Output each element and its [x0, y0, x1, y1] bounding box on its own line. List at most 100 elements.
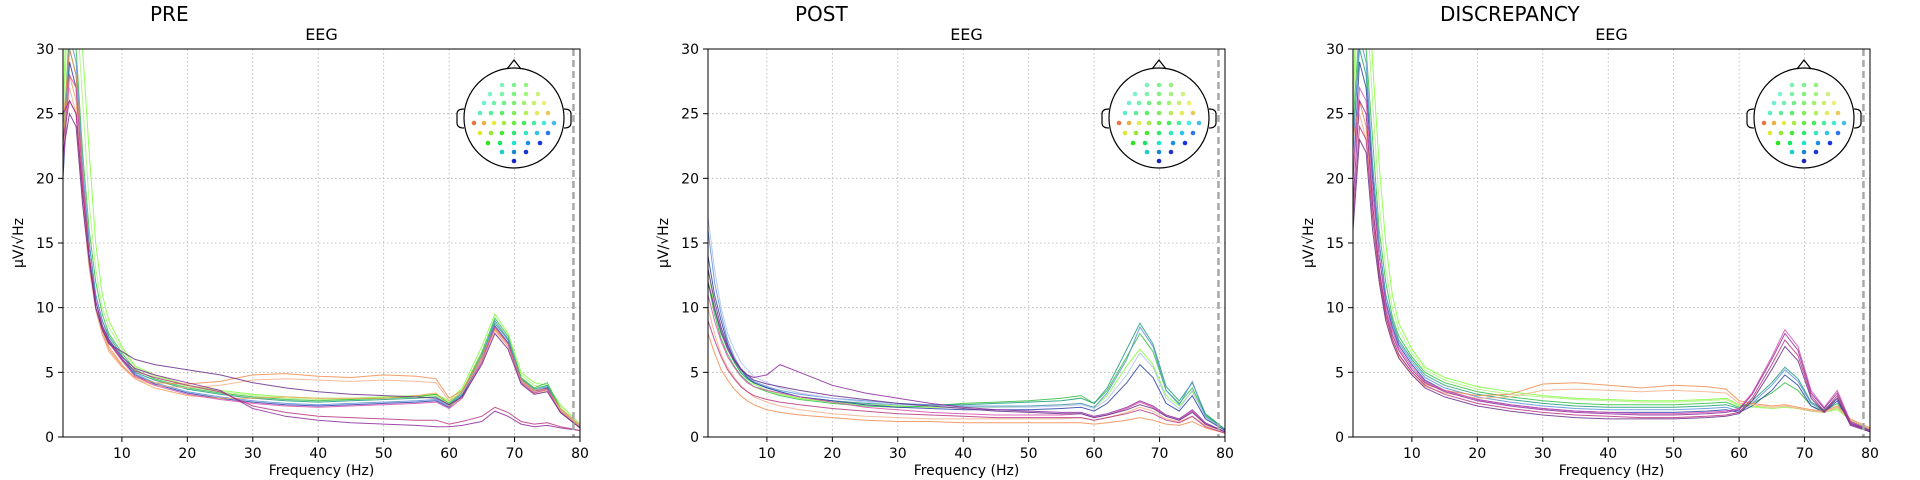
electrode-dot [523, 82, 529, 88]
electrode-dot [499, 82, 505, 88]
electrode-dot [1789, 82, 1795, 88]
electrode-dot [511, 91, 517, 97]
electrode-dot [1781, 100, 1787, 106]
electrode-dot [1122, 130, 1128, 136]
x-tick-label: 60 [440, 446, 458, 462]
electrode-dot [499, 149, 505, 155]
y-tick-label: 20 [36, 171, 54, 187]
electrode-dot [1824, 110, 1830, 116]
electrode-dot [1144, 110, 1150, 116]
psd-chart-pre: EEG 10 20 30 40 50 60 70 80 0 5 10 15 20 25 30 Frequency… [11, 25, 589, 479]
y-tick-label: 0 [1335, 430, 1344, 446]
electrode-dot [1789, 91, 1795, 97]
chart-title: EEG [305, 25, 338, 44]
x-tick-label: 10 [1403, 446, 1421, 462]
electrode-dot [1196, 120, 1202, 126]
panel-post: POST EEG 10 20 30 40 50 60 70 80 0 5 10 15 20 25 30 Freq… [645, 0, 1285, 480]
y-tick-label: 20 [681, 171, 699, 187]
x-tick-label: 10 [758, 446, 776, 462]
y-axis-label: µV/√Hz [11, 218, 27, 268]
x-tick-label: 30 [889, 446, 907, 462]
electrode-dot [1811, 100, 1817, 106]
electrode-dot [1815, 140, 1821, 146]
electrode-dot [1166, 120, 1172, 126]
electrode-dot [1831, 100, 1837, 106]
y-tick-label: 20 [1326, 171, 1344, 187]
electrode-dot [471, 120, 477, 126]
electrode-dot [1761, 120, 1767, 126]
electrode-dot [1126, 120, 1132, 126]
electrode-dot [1841, 120, 1847, 126]
electrode-dot [481, 100, 487, 106]
electrode-dot [1136, 100, 1142, 106]
series-line [63, 49, 580, 428]
electrode-dot [1176, 120, 1182, 126]
electrode-dot [1156, 91, 1162, 97]
electrode-dot [1801, 158, 1807, 164]
electrode-dot [501, 100, 507, 106]
electrode-dot [1122, 110, 1128, 116]
electrode-dot [1156, 140, 1162, 146]
y-tick-label: 15 [681, 236, 699, 252]
electrode-dot [545, 110, 551, 116]
x-tick-label: 50 [375, 446, 393, 462]
electrode-dot [523, 130, 529, 136]
electrode-dot [1813, 130, 1819, 136]
nose-shape [1151, 59, 1167, 70]
y-tick-label: 0 [45, 430, 54, 446]
electrode-dot [1133, 110, 1139, 116]
electrode-dot [477, 130, 483, 136]
electrode-dot [1156, 110, 1162, 116]
electrode-dot [485, 140, 491, 146]
electrode-dot [497, 140, 503, 146]
series-line [1353, 124, 1870, 433]
electrode-dot [1126, 100, 1132, 106]
electrode-dot [1813, 91, 1819, 97]
electrode-dot [521, 100, 527, 106]
figure-title: DISCREPANCY [1440, 2, 1580, 26]
electrode-dot [1144, 82, 1150, 88]
electrode-dot [1186, 100, 1192, 106]
series-line [1353, 49, 1870, 430]
electrode-dot [523, 91, 529, 97]
electrode-dot [1146, 100, 1152, 106]
electrode-dot [1771, 100, 1777, 106]
psd-chart-post: EEG 10 20 30 40 50 60 70 80 0 5 10 15 20 25 30 Frequency… [656, 25, 1234, 479]
x-tick-label: 20 [1468, 446, 1486, 462]
electrode-dot [1813, 149, 1819, 155]
plot-frame [62, 48, 581, 438]
series-line [708, 294, 1225, 433]
electrode-dot [1789, 110, 1795, 116]
electrode-dot [1170, 140, 1176, 146]
x-tick-label: 50 [1665, 446, 1683, 462]
y-tick-label: 30 [681, 42, 699, 58]
series-group [63, 49, 580, 431]
electrode-dot [1136, 120, 1142, 126]
series-line [708, 281, 1225, 433]
electrode-dot [525, 140, 531, 146]
electrode-dot [487, 91, 493, 97]
electrode-dot [1130, 140, 1136, 146]
electrode-dot [1827, 140, 1833, 146]
electrode-dot [1168, 91, 1174, 97]
electrode-dot [1778, 130, 1784, 136]
electrode-dot [491, 100, 497, 106]
electrode-dot [1767, 130, 1773, 136]
y-tick-label: 0 [690, 430, 699, 446]
electrode-dot [1778, 110, 1784, 116]
right-ear-shape [1853, 108, 1862, 129]
x-tick-label: 10 [113, 446, 131, 462]
electrode-dot [1801, 82, 1807, 88]
sensor-head-inset [456, 59, 572, 169]
electrode-dot [511, 110, 517, 116]
electrode-dot [1179, 110, 1185, 116]
electrode-dot [491, 120, 497, 126]
x-tick-label: 20 [823, 446, 841, 462]
electrode-dot [1789, 149, 1795, 155]
electrode-dot [488, 110, 494, 116]
psd-chart-discrepancy: EEG 10 20 30 40 50 60 70 80 0 5 10 15 20 25 30 Frequency… [1301, 25, 1879, 479]
electrode-dot [1767, 110, 1773, 116]
electrode-dot [1168, 149, 1174, 155]
electrode-dot [1182, 140, 1188, 146]
electrode-dot [1156, 82, 1162, 88]
